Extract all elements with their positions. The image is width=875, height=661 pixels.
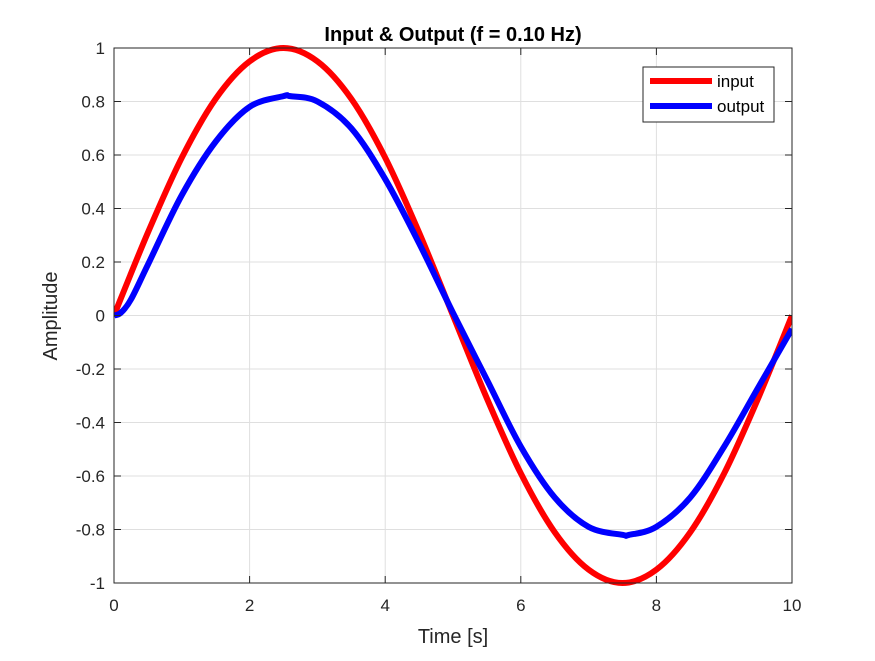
x-tick-label: 4 [380,596,389,615]
y-tick-label: 0.2 [81,253,105,272]
legend: input output [642,66,775,123]
y-axis-label: Amplitude [40,272,62,361]
legend-box [642,66,775,123]
y-tick-label: 1 [96,39,105,58]
x-tick-label: 2 [245,596,254,615]
x-tick-label: 0 [109,596,118,615]
y-tick-label: 0.6 [81,146,105,165]
y-tick-label: -0.4 [76,414,105,433]
plot-area: 0 2 4 6 8 10 -1 -0.8 -0.6 -0.4 -0.2 0 0.2 0.4 0.6 0.8 1 i… [76,39,802,615]
legend-label-output: output [717,97,765,116]
x-tick-label: 6 [516,596,525,615]
x-tick-label: 8 [652,596,661,615]
chart-title: Input & Output (f = 0.10 Hz) [324,24,581,46]
y-tick-label: 0.8 [81,93,105,112]
y-tick-label: -0.8 [76,521,105,540]
series-line-output [114,92,792,539]
x-tick-label: 10 [783,596,802,615]
y-tick-label: 0 [96,307,105,326]
y-tick-label: -0.2 [76,360,105,379]
legend-label-input: input [717,72,754,91]
y-tick-label: -0.6 [76,467,105,486]
y-tick-label: 0.4 [81,200,105,219]
x-axis-label: Time [s] [418,626,488,648]
y-tick-label: -1 [90,574,105,593]
